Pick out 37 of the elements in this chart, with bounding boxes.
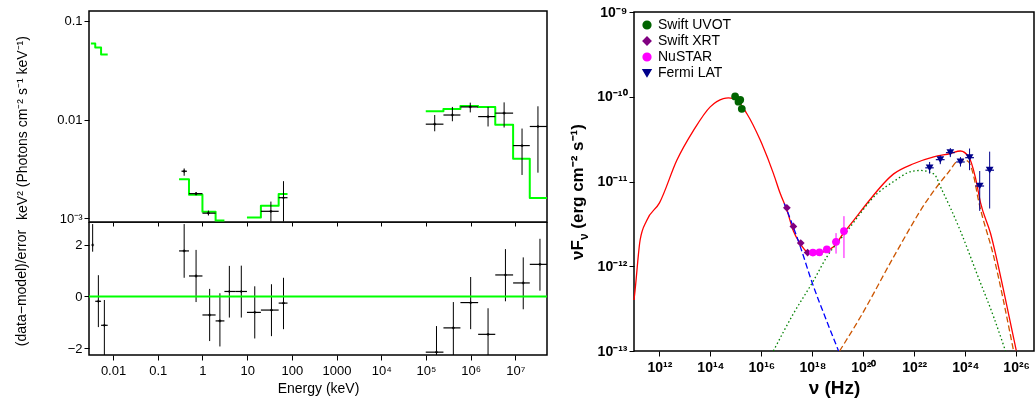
y-tick-label: 2 <box>75 237 83 253</box>
y-tick-label: 10⁻³ <box>59 210 84 226</box>
legend-label: Swift XRT <box>658 32 721 48</box>
legend-label: Swift UVOT <box>658 16 732 32</box>
y-tick-label: 10⁻¹² <box>597 257 628 274</box>
legend-label: NuSTAR <box>658 48 713 64</box>
y-tick-label: 10⁻⁹ <box>600 3 628 20</box>
x-tick-label: 1 <box>199 362 207 378</box>
x-tick-label: 100 <box>281 362 304 378</box>
x-tick-label: 10¹² <box>647 358 673 375</box>
x-tick-label: 1000 <box>322 362 352 378</box>
y-tick-label: 10⁻¹⁰ <box>597 88 628 105</box>
x-tick-label: 10⁴ <box>371 362 392 378</box>
legend-label: Fermi LAT <box>658 64 723 80</box>
y-axis-title: (data−model)/error <box>13 229 29 347</box>
x-tick-label: 10²⁰ <box>851 358 877 375</box>
x-tick-label: 10²² <box>902 358 928 375</box>
x-tick-label: 0.01 <box>100 362 127 378</box>
x-tick-label: 10²⁴ <box>952 358 980 375</box>
x-axis-title: Energy (keV) <box>277 379 360 396</box>
x-tick-label: 10¹⁴ <box>697 358 725 375</box>
y-axis-title: keV² (Photons cm⁻² s⁻¹ keV⁻¹) <box>12 36 31 220</box>
x-tick-label: 10⁶ <box>461 362 482 378</box>
y-tick-label: −2 <box>67 340 83 356</box>
x-tick-label: 10⁵ <box>416 362 437 378</box>
x-tick-label: 10¹⁶ <box>748 358 776 375</box>
y-tick-label: 0.1 <box>64 13 83 29</box>
x-tick-label: 10 <box>240 362 255 378</box>
y-tick-label: 10⁻¹³ <box>597 342 628 359</box>
x-tick-label: 10¹⁸ <box>799 358 827 375</box>
x-tick-label: 10²⁶ <box>1003 358 1031 375</box>
x-tick-label: 10⁷ <box>506 362 526 378</box>
y-tick-label: 0.01 <box>57 112 83 127</box>
x-axis-title: ν (Hz) <box>808 376 861 398</box>
y-tick-label: 10⁻¹¹ <box>597 173 628 189</box>
x-tick-label: 0.1 <box>149 362 168 378</box>
y-tick-label: 0 <box>75 288 83 304</box>
